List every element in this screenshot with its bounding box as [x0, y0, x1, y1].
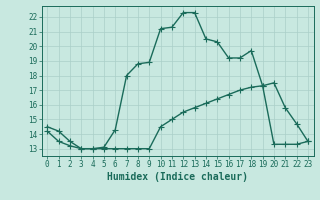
X-axis label: Humidex (Indice chaleur): Humidex (Indice chaleur)	[107, 172, 248, 182]
